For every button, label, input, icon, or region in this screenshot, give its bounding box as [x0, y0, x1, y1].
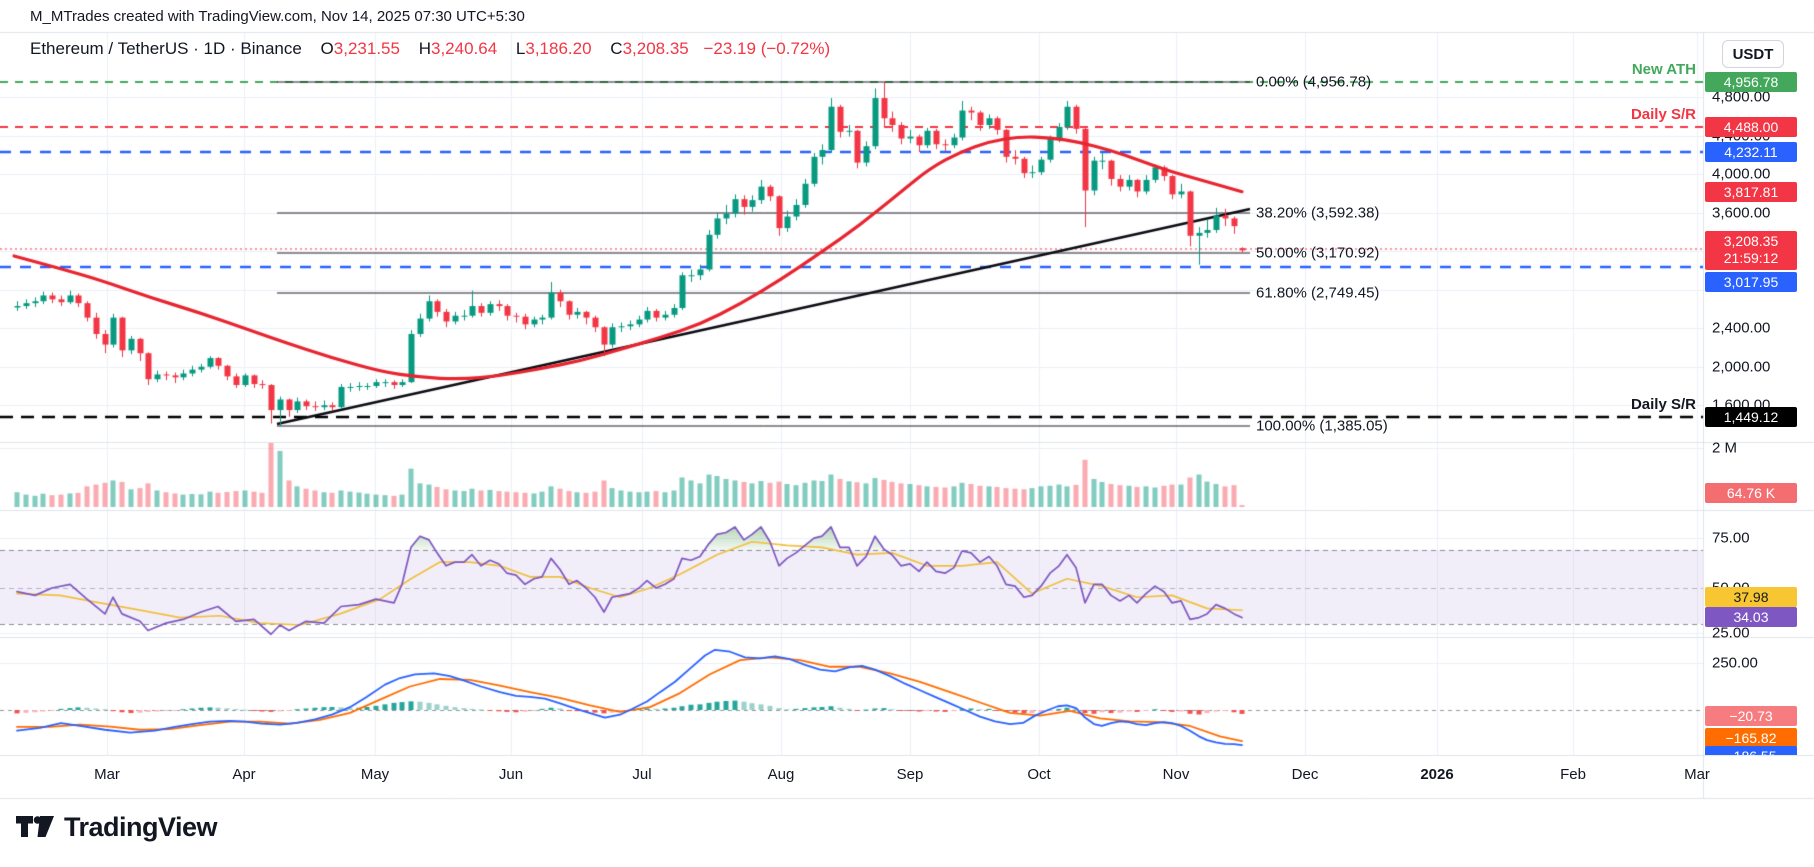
- time-axis-label[interactable]: Aug: [767, 766, 795, 783]
- fib-level-label: 100.00% (1,385.05): [1256, 417, 1388, 435]
- symbol-legend: Ethereum / TetherUS · 1D · Binance O3,23…: [30, 39, 830, 59]
- high-value: 3,240.64: [430, 39, 498, 58]
- time-axis-label[interactable]: 2026: [1420, 766, 1454, 783]
- fib-level-label: 61.80% (2,749.45): [1256, 284, 1380, 302]
- change-value: −23.19 (−0.72%): [703, 39, 831, 58]
- currency-toggle-button[interactable]: USDT: [1722, 40, 1784, 68]
- fib-level-label: 0.00% (4,956.78): [1256, 73, 1372, 91]
- tradingview-logo-link[interactable]: TradingView: [16, 812, 218, 843]
- close-value: 3,208.35: [622, 39, 689, 58]
- time-axis-label[interactable]: Dec: [1291, 766, 1319, 783]
- low-value: 3,186.20: [525, 39, 592, 58]
- fib-level-label: 50.00% (3,170.92): [1256, 244, 1380, 262]
- price-axis-label: 50.00: [1712, 579, 1750, 597]
- low-label: L: [515, 39, 526, 58]
- footer: TradingView: [0, 800, 1814, 867]
- tradingview-brand-text: TradingView: [64, 812, 218, 842]
- time-axis-label[interactable]: May: [360, 766, 390, 783]
- open-label: O: [320, 39, 334, 58]
- chart-canvas[interactable]: [0, 0, 1814, 800]
- time-axis-label[interactable]: Jun: [498, 766, 524, 783]
- price-axis-label: 2 M: [1712, 439, 1738, 457]
- price-axis-label: 3,600.00: [1712, 204, 1771, 222]
- symbol-description[interactable]: Ethereum / TetherUS · 1D · Binance: [30, 39, 302, 58]
- price-axis-label: 4,800.00: [1712, 88, 1771, 106]
- sr-line-label: New ATH: [1631, 61, 1696, 78]
- price-axis-label: 4,400.00: [1712, 127, 1771, 145]
- fib-level-label: 38.20% (3,592.38): [1256, 204, 1380, 222]
- time-axis-label[interactable]: Mar: [1684, 766, 1710, 783]
- price-axis-label: 2,000.00: [1712, 358, 1771, 376]
- time-axis-label[interactable]: Nov: [1162, 766, 1190, 783]
- open-value: 3,231.55: [333, 39, 400, 58]
- time-axis-label[interactable]: Feb: [1560, 766, 1586, 783]
- time-axis-label[interactable]: Sep: [896, 766, 924, 783]
- time-axis-label[interactable]: Jul: [632, 766, 652, 783]
- price-axis-label: 1,600.00: [1712, 396, 1771, 414]
- sr-line-label: Daily S/R: [1630, 106, 1696, 123]
- time-axis-label[interactable]: Apr: [232, 766, 256, 783]
- close-label: C: [610, 39, 623, 58]
- price-axis-label: 75.00: [1712, 529, 1750, 547]
- sr-line-label: Daily S/R: [1630, 396, 1696, 413]
- chart-credit: M_MTrades created with TradingView.com, …: [30, 8, 525, 25]
- price-axis-label: 4,000.00: [1712, 165, 1771, 183]
- high-label: H: [418, 39, 431, 58]
- price-axis-label: 25.00: [1712, 624, 1750, 642]
- time-axis-label[interactable]: Oct: [1027, 766, 1051, 783]
- tradingview-logo-icon: [16, 815, 54, 840]
- price-axis-label: 250.00: [1712, 654, 1758, 672]
- price-axis-label: 2,400.00: [1712, 319, 1771, 337]
- time-axis-label[interactable]: Mar: [94, 766, 120, 783]
